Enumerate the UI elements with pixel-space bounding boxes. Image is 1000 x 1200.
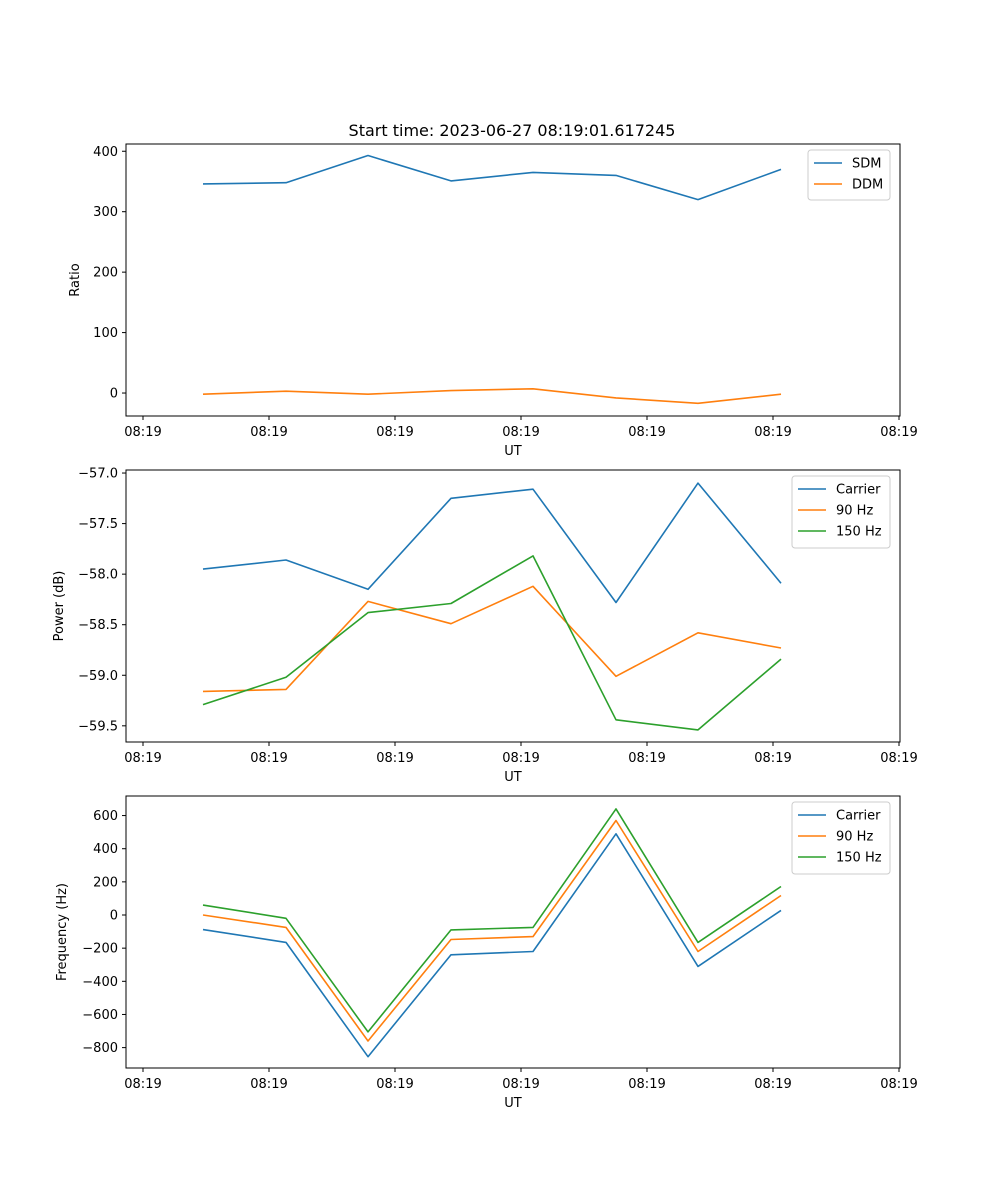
chart-panel-3: 08:1908:1908:1908:1908:1908:1908:1908:20… (55, 795, 918, 1111)
x-tick-label: 08:19 (250, 425, 287, 440)
series-line-sdm (202, 154, 782, 201)
x-axis-label: UT (504, 444, 522, 459)
x-axis-label: UT (504, 1096, 522, 1111)
legend-label: DDM (852, 178, 883, 193)
x-tick-label: 08:19 (124, 1077, 161, 1092)
legend-box (791, 801, 891, 875)
series-line-90-hz (202, 585, 782, 693)
x-tick-label: 08:19 (628, 1077, 665, 1092)
y-tick-label: −58.0 (78, 568, 118, 583)
x-tick-label: 08:19 (124, 425, 161, 440)
x-tick-label: 08:19 (502, 1077, 539, 1092)
legend-label: SDM (852, 157, 881, 172)
x-tick-label: 08:19 (880, 1077, 917, 1092)
y-tick-label: −59.5 (78, 719, 118, 734)
series-line-carrier (202, 832, 782, 1058)
chart-panel-2: 08:1908:1908:1908:1908:1908:1908:1908:20… (52, 467, 918, 785)
legend: Carrier 90 Hz 150 Hz (791, 801, 891, 875)
legend: SDM DDM (807, 149, 891, 201)
legend-label: Carrier (836, 809, 881, 824)
series-line-150-hz (202, 808, 782, 1033)
y-tick-label: −400 (82, 975, 118, 990)
legend-label: 90 Hz (836, 830, 873, 845)
x-tick-label: 08:19 (880, 425, 917, 440)
y-axis-label: Frequency (Hz) (55, 883, 70, 981)
legend-label: 90 Hz (836, 504, 873, 519)
x-tick-label: 08:19 (376, 1077, 413, 1092)
y-tick-label: −58.5 (78, 618, 118, 633)
series-line-90-hz (202, 819, 782, 1042)
legend-box (791, 475, 891, 549)
x-tick-label: 08:19 (502, 425, 539, 440)
x-tick-label: 08:19 (250, 1077, 287, 1092)
x-tick-label: 08:19 (628, 751, 665, 766)
y-tick-label: 400 (93, 842, 118, 857)
legend-label: 150 Hz (836, 525, 882, 540)
y-tick-label: 0 (110, 387, 118, 402)
y-axis-label: Power (dB) (52, 571, 67, 642)
x-tick-label: 08:19 (754, 1077, 791, 1092)
x-tick-label: 08:19 (376, 751, 413, 766)
y-tick-label: −800 (82, 1041, 118, 1056)
legend-label: 150 Hz (836, 851, 882, 866)
chart-title: Start time: 2023-06-27 08:19:01.617245 (349, 121, 676, 140)
plot-frame (125, 469, 901, 743)
y-tick-label: 200 (93, 875, 118, 890)
y-tick-label: 0 (110, 909, 118, 924)
y-tick-label: −200 (82, 942, 118, 957)
x-tick-label: 08:19 (250, 751, 287, 766)
x-tick-label: 08:19 (628, 425, 665, 440)
x-tick-label: 08:19 (376, 425, 413, 440)
y-tick-label: 300 (93, 205, 118, 220)
x-tick-label: 08:19 (124, 751, 161, 766)
y-tick-label: 400 (93, 145, 118, 160)
y-tick-label: 600 (93, 809, 118, 824)
y-tick-label: 200 (93, 266, 118, 281)
plot-frame (125, 795, 901, 1069)
x-tick-label: 08:19 (754, 425, 791, 440)
y-tick-label: −600 (82, 1008, 118, 1023)
legend: Carrier 90 Hz 150 Hz (791, 475, 891, 549)
plot-frame (125, 143, 901, 417)
series-line-carrier (202, 482, 782, 604)
y-tick-label: −57.0 (78, 467, 118, 482)
x-tick-label: 08:19 (754, 751, 791, 766)
series-line-150-hz (202, 555, 782, 731)
x-tick-label: 08:19 (880, 751, 917, 766)
x-tick-label: 08:19 (502, 751, 539, 766)
charts-container: 08:1908:1908:1908:1908:1908:1908:1908:20… (52, 143, 918, 1111)
y-tick-label: 100 (93, 326, 118, 341)
x-axis-label: UT (504, 770, 522, 785)
y-tick-label: −57.5 (78, 517, 118, 532)
legend-label: Carrier (836, 483, 881, 498)
chart-panel-1: 08:1908:1908:1908:1908:1908:1908:1908:20… (68, 143, 918, 459)
y-axis-label: Ratio (68, 263, 83, 296)
y-tick-label: −59.0 (78, 669, 118, 684)
series-line-ddm (202, 387, 782, 405)
